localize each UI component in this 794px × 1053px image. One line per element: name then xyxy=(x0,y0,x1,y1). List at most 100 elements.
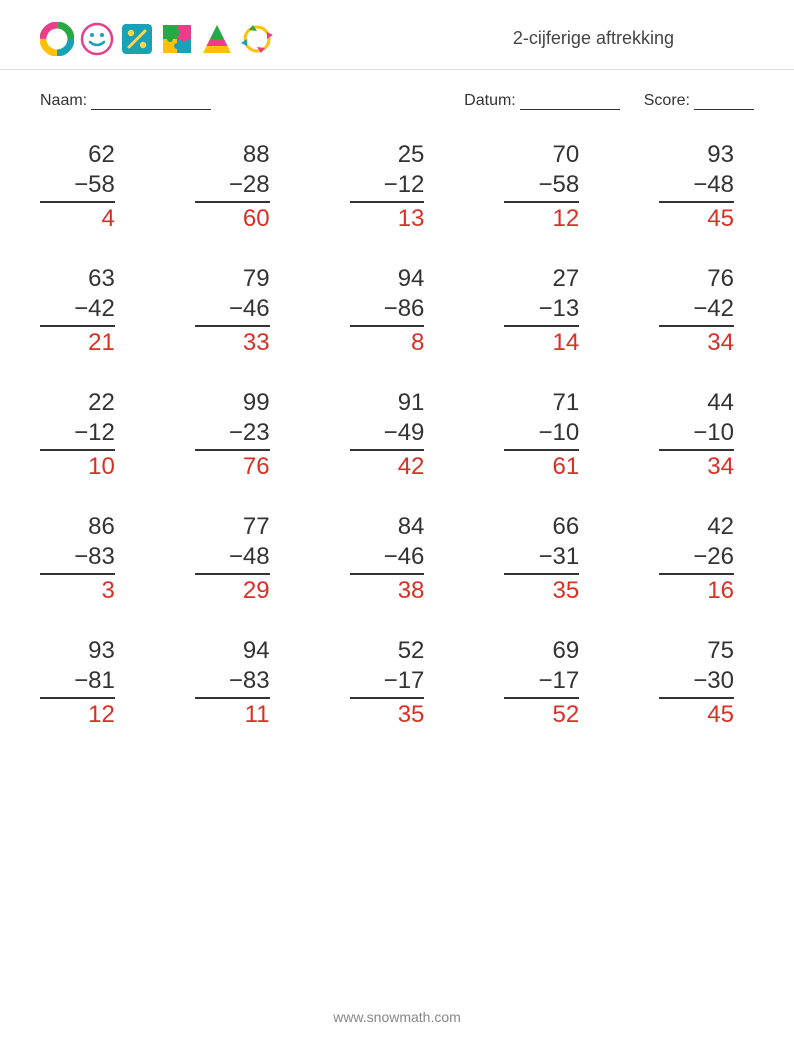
pyramid-icon xyxy=(200,22,234,56)
subtrahend: −83 xyxy=(40,542,115,575)
answer: 42 xyxy=(350,451,425,482)
minuend: 62 xyxy=(40,140,115,170)
subtrahend: −48 xyxy=(659,170,734,203)
subtraction-problem: 91−4942 xyxy=(350,388,445,482)
subtrahend: −86 xyxy=(350,294,425,327)
name-label: Naam: xyxy=(40,92,87,110)
subtraction-problem: 42−2616 xyxy=(659,512,754,606)
subtraction-problem: 93−4845 xyxy=(659,140,754,234)
worksheet-title: 2-cijferige aftrekking xyxy=(513,28,754,49)
subtraction-problem: 44−1034 xyxy=(659,388,754,482)
subtrahend: −17 xyxy=(504,666,579,699)
subtrahend: −42 xyxy=(659,294,734,327)
minuend: 84 xyxy=(350,512,425,542)
page-footer: www.snowmath.com xyxy=(0,1009,794,1025)
subtraction-problem: 99−2376 xyxy=(195,388,290,482)
answer: 35 xyxy=(504,575,579,606)
subtraction-problem: 52−1735 xyxy=(350,636,445,730)
minuend: 70 xyxy=(504,140,579,170)
answer: 52 xyxy=(504,699,579,730)
date-label: Datum: xyxy=(464,92,516,110)
subtraction-problem: 94−8311 xyxy=(195,636,290,730)
subtraction-problem: 84−4638 xyxy=(350,512,445,606)
donut-chart-icon xyxy=(40,22,74,56)
problems-grid: 62−58488−286025−121370−581293−484563−422… xyxy=(0,110,794,730)
date-field: Datum: xyxy=(464,92,620,110)
minuend: 22 xyxy=(40,388,115,418)
answer: 12 xyxy=(504,203,579,234)
subtrahend: −58 xyxy=(504,170,579,203)
answer: 16 xyxy=(659,575,734,606)
minuend: 86 xyxy=(40,512,115,542)
subtrahend: −26 xyxy=(659,542,734,575)
logo-icon-row xyxy=(40,22,274,56)
meta-row: Naam: Datum: Score: xyxy=(0,70,794,110)
answer: 11 xyxy=(195,699,270,730)
answer: 34 xyxy=(659,327,734,358)
minuend: 63 xyxy=(40,264,115,294)
minuend: 77 xyxy=(195,512,270,542)
footer-text: www.snowmath.com xyxy=(333,1009,461,1025)
subtrahend: −13 xyxy=(504,294,579,327)
subtraction-problem: 25−1213 xyxy=(350,140,445,234)
answer: 35 xyxy=(350,699,425,730)
subtrahend: −58 xyxy=(40,170,115,203)
answer: 61 xyxy=(504,451,579,482)
minuend: 27 xyxy=(504,264,579,294)
minuend: 94 xyxy=(195,636,270,666)
percent-icon xyxy=(120,22,154,56)
subtraction-problem: 66−3135 xyxy=(504,512,599,606)
score-field: Score: xyxy=(644,92,754,110)
answer: 13 xyxy=(350,203,425,234)
name-field: Naam: xyxy=(40,92,211,110)
answer: 10 xyxy=(40,451,115,482)
minuend: 93 xyxy=(40,636,115,666)
subtrahend: −46 xyxy=(195,294,270,327)
answer: 34 xyxy=(659,451,734,482)
subtraction-problem: 77−4829 xyxy=(195,512,290,606)
minuend: 94 xyxy=(350,264,425,294)
subtrahend: −31 xyxy=(504,542,579,575)
answer: 3 xyxy=(40,575,115,606)
subtraction-problem: 76−4234 xyxy=(659,264,754,358)
subtrahend: −49 xyxy=(350,418,425,451)
subtrahend: −48 xyxy=(195,542,270,575)
subtraction-problem: 75−3045 xyxy=(659,636,754,730)
subtrahend: −23 xyxy=(195,418,270,451)
subtrahend: −83 xyxy=(195,666,270,699)
subtrahend: −28 xyxy=(195,170,270,203)
subtrahend: −46 xyxy=(350,542,425,575)
subtraction-problem: 69−1752 xyxy=(504,636,599,730)
date-line[interactable] xyxy=(520,94,620,110)
subtraction-problem: 62−584 xyxy=(40,140,135,234)
answer: 38 xyxy=(350,575,425,606)
minuend: 79 xyxy=(195,264,270,294)
subtraction-problem: 94−868 xyxy=(350,264,445,358)
subtraction-problem: 88−2860 xyxy=(195,140,290,234)
answer: 60 xyxy=(195,203,270,234)
minuend: 69 xyxy=(504,636,579,666)
subtrahend: −81 xyxy=(40,666,115,699)
subtraction-problem: 71−1061 xyxy=(504,388,599,482)
subtraction-problem: 22−1210 xyxy=(40,388,135,482)
minuend: 88 xyxy=(195,140,270,170)
cycle-arrows-icon xyxy=(240,22,274,56)
subtrahend: −10 xyxy=(504,418,579,451)
answer: 76 xyxy=(195,451,270,482)
subtrahend: −30 xyxy=(659,666,734,699)
minuend: 99 xyxy=(195,388,270,418)
subtrahend: −12 xyxy=(350,170,425,203)
minuend: 25 xyxy=(350,140,425,170)
answer: 33 xyxy=(195,327,270,358)
name-line[interactable] xyxy=(91,94,211,110)
minuend: 76 xyxy=(659,264,734,294)
subtraction-problem: 86−833 xyxy=(40,512,135,606)
subtrahend: −12 xyxy=(40,418,115,451)
answer: 29 xyxy=(195,575,270,606)
subtraction-problem: 27−1314 xyxy=(504,264,599,358)
answer: 4 xyxy=(40,203,115,234)
score-line[interactable] xyxy=(694,94,754,110)
answer: 14 xyxy=(504,327,579,358)
worksheet-header: 2-cijferige aftrekking xyxy=(0,0,794,70)
subtraction-problem: 63−4221 xyxy=(40,264,135,358)
